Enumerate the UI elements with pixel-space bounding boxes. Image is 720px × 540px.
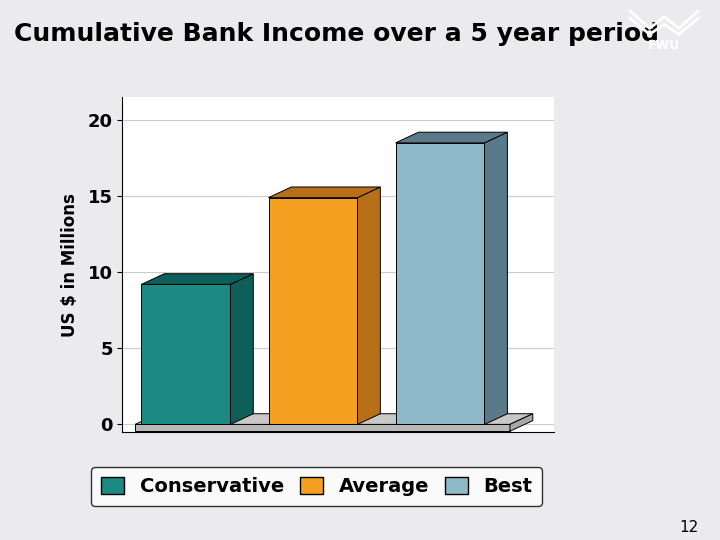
- Polygon shape: [357, 187, 380, 424]
- Polygon shape: [485, 132, 508, 424]
- Legend: Conservative, Average, Best: Conservative, Average, Best: [91, 467, 542, 506]
- Text: Cumulative Bank Income over a 5 year period: Cumulative Bank Income over a 5 year per…: [14, 22, 660, 46]
- Polygon shape: [230, 274, 253, 424]
- Polygon shape: [269, 187, 380, 198]
- Polygon shape: [135, 424, 510, 431]
- Polygon shape: [395, 143, 485, 424]
- Polygon shape: [395, 132, 508, 143]
- Text: 12: 12: [679, 519, 698, 535]
- Polygon shape: [141, 274, 253, 285]
- Polygon shape: [141, 285, 230, 424]
- Y-axis label: US $ in Millions: US $ in Millions: [61, 193, 79, 336]
- Text: FWU: FWU: [648, 39, 680, 52]
- Polygon shape: [135, 414, 533, 424]
- Polygon shape: [510, 414, 533, 431]
- Polygon shape: [269, 198, 357, 424]
